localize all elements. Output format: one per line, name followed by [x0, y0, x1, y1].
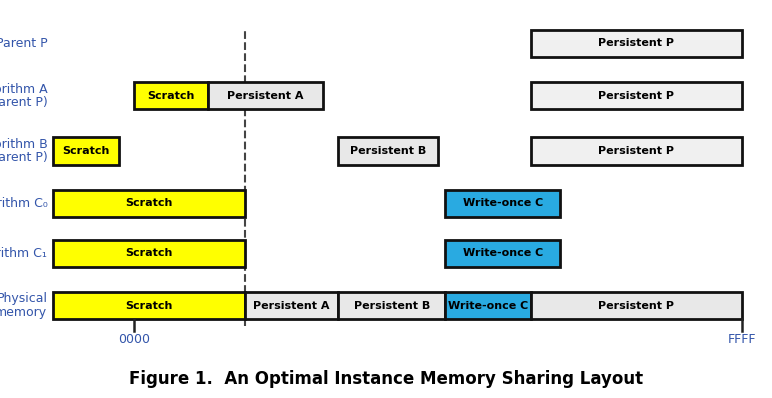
- Bar: [338, 137, 438, 164]
- Text: Persistent B: Persistent B: [354, 300, 430, 311]
- Text: Scratch: Scratch: [125, 248, 173, 258]
- Text: Figure 1.  An Optimal Instance Memory Sharing Layout: Figure 1. An Optimal Instance Memory Sha…: [129, 370, 643, 388]
- Bar: [530, 292, 742, 319]
- Text: Algorithm A: Algorithm A: [0, 82, 47, 96]
- Text: memory: memory: [0, 306, 47, 319]
- Text: Persistent B: Persistent B: [350, 146, 426, 156]
- Bar: [445, 292, 530, 319]
- Text: (w/parent P): (w/parent P): [0, 151, 47, 164]
- Bar: [530, 137, 742, 164]
- Bar: [445, 240, 560, 267]
- Text: Persistent P: Persistent P: [598, 91, 675, 101]
- Text: Algorithm C₀: Algorithm C₀: [0, 197, 47, 210]
- Bar: [245, 292, 338, 319]
- Text: 0000: 0000: [118, 334, 150, 346]
- Text: Write-once C: Write-once C: [462, 198, 543, 209]
- Bar: [445, 190, 560, 217]
- Text: Write-once C: Write-once C: [462, 248, 543, 258]
- Text: Persistent A: Persistent A: [228, 91, 304, 101]
- Text: Persistent A: Persistent A: [253, 300, 330, 311]
- Text: Persistent P: Persistent P: [598, 300, 675, 311]
- Text: Scratch: Scratch: [63, 146, 110, 156]
- Text: Persistent P: Persistent P: [598, 146, 675, 156]
- Text: Algorithm C₁: Algorithm C₁: [0, 247, 47, 260]
- Text: Parent P: Parent P: [0, 37, 47, 50]
- Bar: [134, 82, 208, 109]
- Bar: [338, 292, 445, 319]
- Text: FFFF: FFFF: [728, 334, 757, 346]
- Bar: [52, 292, 245, 319]
- Bar: [52, 240, 245, 267]
- Text: Algorithm B: Algorithm B: [0, 138, 47, 150]
- Bar: [208, 82, 323, 109]
- Text: Scratch: Scratch: [147, 91, 195, 101]
- Text: Scratch: Scratch: [125, 198, 173, 209]
- Text: Physical: Physical: [0, 293, 47, 305]
- Bar: [52, 190, 245, 217]
- Bar: [52, 137, 119, 164]
- Bar: [530, 82, 742, 109]
- Text: (w/parent P): (w/parent P): [0, 96, 47, 109]
- Bar: [530, 30, 742, 57]
- Text: Scratch: Scratch: [125, 300, 173, 311]
- Text: Write-once C: Write-once C: [448, 300, 528, 311]
- Text: Persistent P: Persistent P: [598, 39, 675, 49]
